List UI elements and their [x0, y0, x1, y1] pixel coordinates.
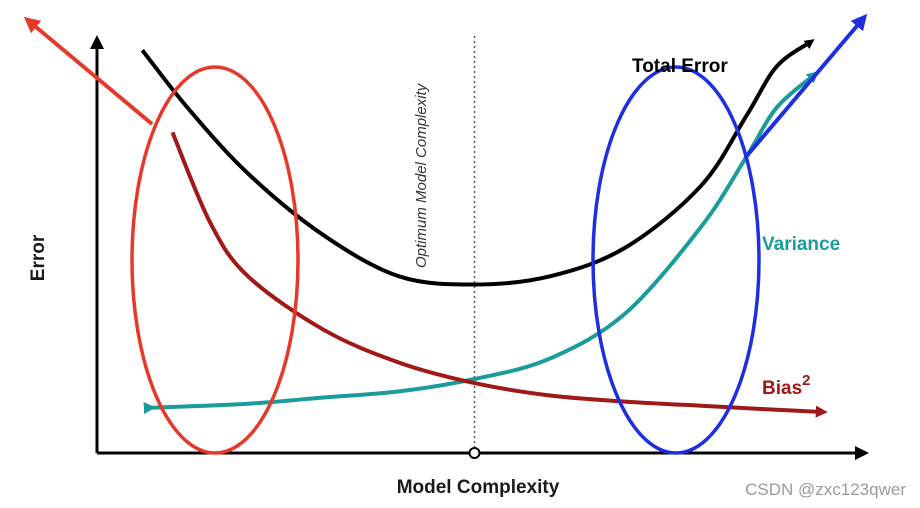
optimum-label: Optimum Model Complexity: [413, 82, 430, 268]
bias-superscript: 2: [802, 372, 810, 389]
y-axis-title: Error: [28, 234, 49, 281]
bias-label-text: Bias: [762, 378, 802, 399]
highlight-ellipse-left: [130, 65, 300, 455]
watermark: CSDN @zxc123qwer: [745, 480, 906, 499]
blue-direction-arrow: [743, 13, 868, 160]
red-direction-arrow: [23, 16, 154, 126]
x-axis-title: Model Complexity: [397, 477, 560, 498]
optimum-axis-marker: [468, 447, 481, 459]
total-error-label: Total Error: [632, 56, 728, 77]
variance-label: Variance: [762, 234, 840, 255]
series-line-variance: [143, 70, 819, 415]
series-line-bias-squared: [170, 131, 828, 418]
bias-label: Bias2: [762, 372, 810, 399]
highlight-ellipse-right: [591, 65, 761, 455]
